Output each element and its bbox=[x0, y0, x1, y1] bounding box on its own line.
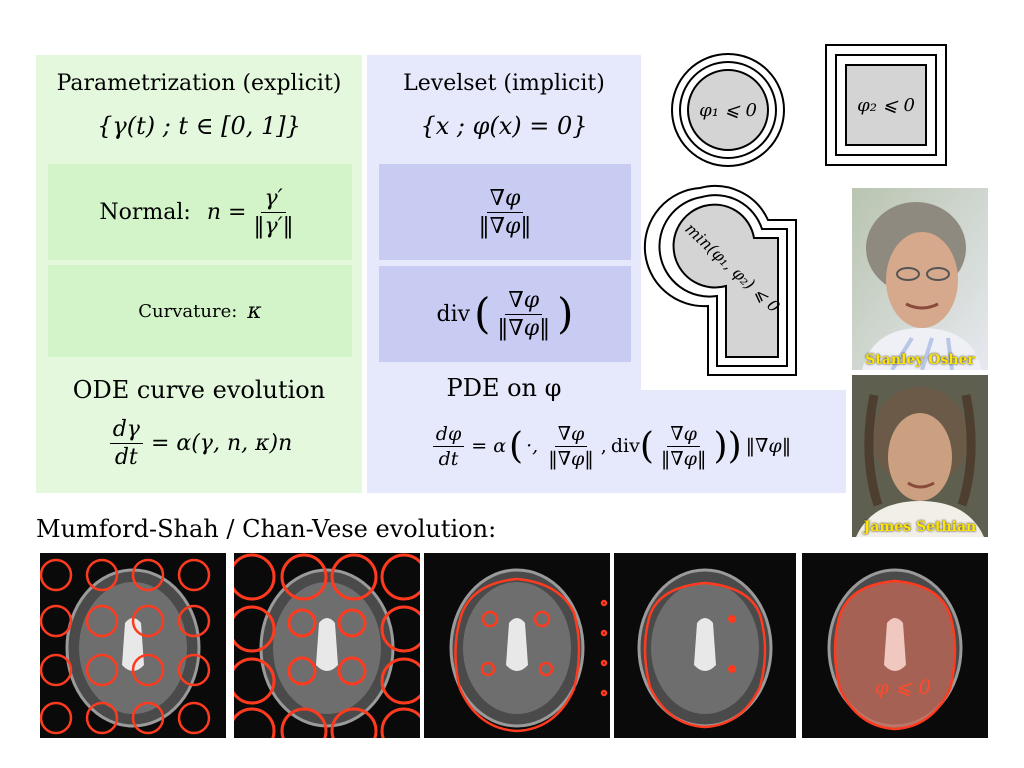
square-label: φ₂ ⩽ 0 bbox=[857, 95, 915, 116]
implicit-panel-extension bbox=[641, 390, 846, 493]
levelset-normal-numerator: ∇φ bbox=[486, 186, 524, 213]
final-levelset-label: φ ⩽ 0 bbox=[874, 675, 932, 699]
ode-equation: dγ dt = α(γ, n, κ)n bbox=[36, 410, 362, 476]
pde-inner-right-paren: ) bbox=[713, 424, 728, 467]
ode-title: ODE curve evolution bbox=[72, 376, 326, 404]
evolution-frame-3 bbox=[424, 553, 610, 738]
portrait-sethian-image bbox=[852, 375, 988, 537]
pde-comma: , bbox=[600, 435, 607, 457]
frame-4-image bbox=[614, 553, 796, 738]
frame-1-image bbox=[40, 553, 226, 738]
pde-normal-numerator: ∇φ bbox=[554, 423, 588, 447]
levelset-curvature-numerator: ∇φ bbox=[505, 288, 543, 315]
pde-curv-denominator: ‖∇φ‖ bbox=[660, 447, 707, 470]
ode-denominator: dt bbox=[114, 444, 138, 470]
pde-lhs-numerator: dφ bbox=[432, 423, 465, 447]
evolution-frame-5: φ ⩽ 0 bbox=[802, 553, 988, 738]
ode-numerator: dγ bbox=[109, 417, 143, 444]
levelset-shapes-diagram: φ₁ ⩽ 0 φ₂ ⩽ 0 min(φ₁, φ₂) ⩽ 0 bbox=[643, 44, 947, 376]
frame-3-image bbox=[424, 553, 610, 738]
pde-lhs-denominator: dt bbox=[438, 447, 459, 470]
explicit-set: {γ(t) ; t ∈ [0, 1]} bbox=[97, 112, 301, 140]
curvature-box: Curvature: κ bbox=[48, 265, 352, 357]
normal-numerator: γ′ bbox=[261, 186, 286, 213]
normal-lhs: n = bbox=[206, 199, 247, 225]
frame-5-image bbox=[802, 553, 988, 738]
normal-fraction: γ′ ‖γ′‖ bbox=[250, 186, 296, 239]
circle-label: φ₁ ⩽ 0 bbox=[699, 100, 757, 121]
implicit-title: Levelset (implicit) bbox=[403, 70, 605, 96]
ode-rhs: = α(γ, n, κ)n bbox=[150, 430, 293, 456]
pde-outer-left-paren: ( bbox=[509, 424, 524, 467]
div-label: div bbox=[436, 301, 471, 327]
implicit-set: {x ; φ(x) = 0} bbox=[420, 112, 588, 140]
levelset-curvature-box: div ( ∇φ ‖∇φ‖ ) bbox=[379, 266, 631, 362]
pde-title-text: PDE on φ bbox=[446, 374, 562, 402]
pde-title: PDE on φ bbox=[367, 370, 641, 406]
caption-stanley-osher: Stanley Osher bbox=[865, 352, 975, 368]
left-paren: ( bbox=[474, 289, 491, 339]
pde-inner-left-paren: ( bbox=[639, 424, 654, 467]
levelset-normal-box: ∇φ ‖∇φ‖ bbox=[379, 164, 631, 260]
pde-normal-denominator: ‖∇φ‖ bbox=[548, 447, 594, 470]
explicit-title: Parametrization (explicit) bbox=[56, 70, 342, 96]
pde-curv-fraction: ∇φ ‖∇φ‖ bbox=[658, 423, 710, 470]
circle-levelset bbox=[671, 53, 785, 167]
portrait-osher-image bbox=[852, 188, 988, 370]
evolution-frame-2 bbox=[234, 553, 420, 738]
right-paren: ) bbox=[557, 289, 574, 339]
pde-equation: dφ dt = α ( ·, ∇φ ‖∇φ‖ , div ( ∇φ ‖∇φ‖ )… bbox=[380, 410, 840, 482]
levelset-normal-fraction: ∇φ ‖∇φ‖ bbox=[476, 186, 535, 239]
curvature-symbol: κ bbox=[247, 298, 262, 324]
levelset-curvature-fraction: ∇φ ‖∇φ‖ bbox=[494, 288, 553, 341]
pde-dot: ·, bbox=[526, 435, 539, 457]
evolution-frame-4 bbox=[614, 553, 796, 738]
frame-2-image bbox=[234, 553, 420, 738]
normal-box: Normal: n = γ′ ‖γ′‖ bbox=[48, 164, 352, 260]
pde-tail: ‖∇φ‖ bbox=[745, 435, 792, 457]
pde-div: div bbox=[610, 435, 640, 457]
pde-normal-fraction: ∇φ ‖∇φ‖ bbox=[545, 423, 597, 470]
caption-james-sethian: James Sethian bbox=[863, 519, 977, 535]
photo-stanley-osher: Stanley Osher bbox=[852, 188, 988, 370]
pde-lhs-fraction: dφ dt bbox=[432, 423, 465, 470]
union-levelset bbox=[643, 185, 797, 376]
levelset-normal-denominator: ‖∇φ‖ bbox=[478, 213, 532, 239]
photo-james-sethian: James Sethian bbox=[852, 375, 988, 537]
evolution-frame-1 bbox=[40, 553, 226, 738]
pde-curv-numerator: ∇φ bbox=[667, 423, 700, 447]
levelset-curvature-denominator: ‖∇φ‖ bbox=[497, 315, 551, 341]
square-levelset bbox=[825, 44, 947, 166]
normal-denominator: ‖γ′‖ bbox=[253, 213, 294, 239]
pde-outer-right-paren: ) bbox=[727, 424, 742, 467]
evolution-title: Mumford-Shah / Chan-Vese evolution: bbox=[36, 515, 497, 543]
curvature-label: Curvature: bbox=[138, 300, 238, 322]
ode-fraction: dγ dt bbox=[109, 417, 143, 470]
pde-equals-alpha: = α bbox=[471, 435, 507, 457]
normal-label: Normal: bbox=[99, 199, 191, 225]
